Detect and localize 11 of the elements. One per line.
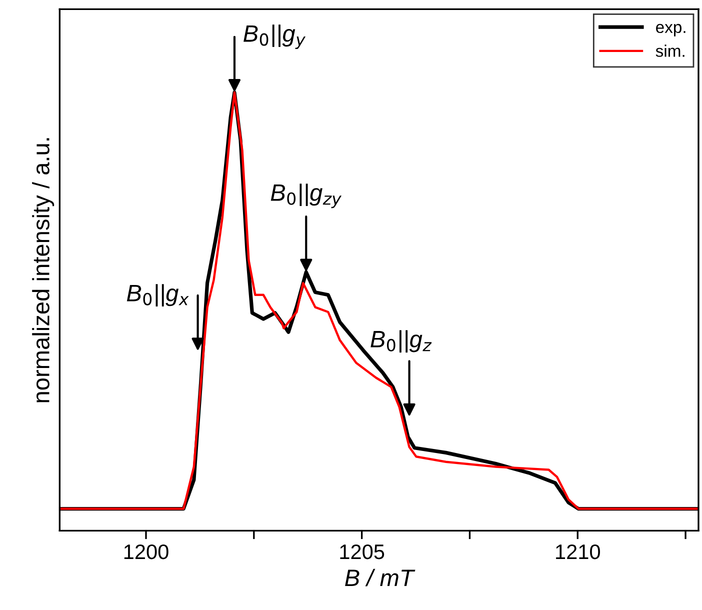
legend-label: sim. (656, 44, 684, 57)
annotation: B$_{0}$||g$_{x}$ (126, 284, 189, 306)
x-tick-label: 1205 (340, 544, 384, 560)
x-axis-title: B / mT (345, 568, 416, 586)
annotation: B$_{0}$||g$_{zy}$ (270, 184, 342, 208)
x-tick-label: 1210 (556, 544, 600, 560)
legend-label: exp. (656, 24, 686, 36)
y-axis-title: normalized intensity / a.u. (32, 138, 54, 402)
annotation: B$_{0}$||g$_{z}$ (370, 330, 432, 353)
x-tick-label: 1200 (124, 544, 168, 560)
annotation: B$_{0}$||g$_{y}$ (244, 24, 306, 50)
